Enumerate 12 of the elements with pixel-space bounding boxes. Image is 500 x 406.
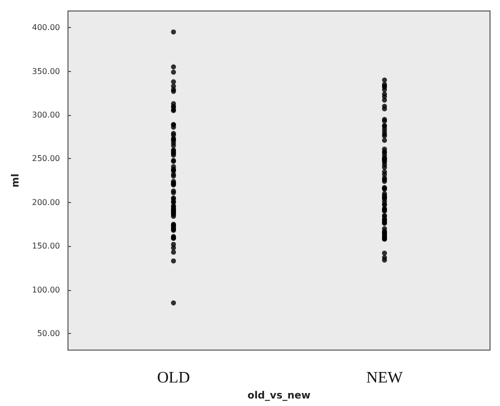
y-tick-label: 100.00 — [32, 285, 60, 294]
x-tick-label: OLD — [157, 370, 190, 387]
y-tick-label: 300.00 — [32, 110, 60, 120]
y-tick-label: 250.00 — [32, 154, 60, 164]
y-tick-label: 400.00 — [32, 23, 60, 32]
y-tick-label: 350.00 — [32, 66, 60, 76]
y-tick-label: 50.00 — [37, 328, 60, 338]
y-tick-label: 200.00 — [32, 198, 60, 207]
y-tick-label: 150.00 — [32, 242, 60, 251]
y-axis-title: ml — [10, 174, 22, 188]
x-tick-label: NEW — [366, 370, 404, 387]
x-axis-title: old_vs_new — [247, 390, 311, 402]
